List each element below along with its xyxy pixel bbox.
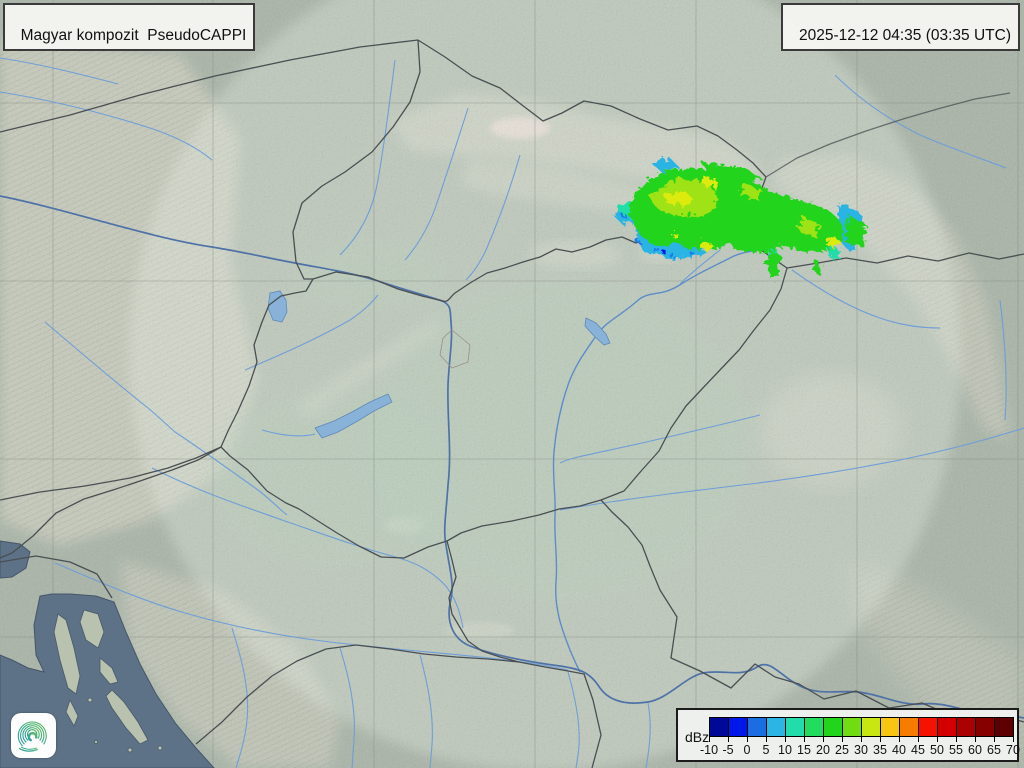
legend-tick-mark xyxy=(918,736,919,742)
legend-cell xyxy=(728,717,748,737)
legend-cell xyxy=(861,717,881,737)
legend-tick-mark xyxy=(709,736,710,742)
legend-tick-label: -5 xyxy=(722,743,734,757)
legend-tick-label: 25 xyxy=(835,743,849,757)
legend-tick-mark xyxy=(766,736,767,742)
hungaromet-logo xyxy=(11,713,56,758)
legend-tick-mark xyxy=(842,736,843,742)
legend-tick-mark xyxy=(975,736,976,742)
legend-tick-mark xyxy=(861,736,862,742)
legend-tick-mark xyxy=(823,736,824,742)
legend-tick-label: 10 xyxy=(778,743,792,757)
product-label-box: Magyar kompozit PseudoCAPPI xyxy=(3,3,256,51)
legend-tick-label: 45 xyxy=(911,743,925,757)
lakes xyxy=(267,290,611,439)
legend-tick-mark xyxy=(994,736,995,742)
lake-balaton xyxy=(314,393,393,439)
legend-tick-label: 5 xyxy=(762,743,770,757)
legend-cell xyxy=(956,717,976,737)
timestamp-box: 2025-12-12 04:35 (03:35 UTC) xyxy=(781,3,1020,51)
legend-tick-label: 50 xyxy=(930,743,944,757)
legend-tick-mark xyxy=(1013,736,1014,742)
legend-tick-label: 20 xyxy=(816,743,830,757)
legend-tick-mark xyxy=(747,736,748,742)
legend-cell xyxy=(804,717,824,737)
timestamp-label: 2025-12-12 04:35 (03:35 UTC) xyxy=(799,27,1011,45)
legend-cell xyxy=(975,717,995,737)
legend-tick-label: 70 xyxy=(1006,743,1020,757)
legend-tick-label: 65 xyxy=(987,743,1001,757)
legend-tick-mark xyxy=(728,736,729,742)
legend-cells xyxy=(709,717,1014,737)
radar-echoes xyxy=(610,156,864,278)
legend-tick-mark xyxy=(899,736,900,742)
legend-cell xyxy=(994,717,1014,737)
legend-cell xyxy=(709,717,729,737)
legend-cell xyxy=(747,717,767,737)
drava-river xyxy=(151,467,464,629)
legend-cell xyxy=(766,717,786,737)
legend-cell xyxy=(937,717,957,737)
legend-tick-mark xyxy=(804,736,805,742)
legend-tick-label: 0 xyxy=(743,743,751,757)
legend-tick-mark xyxy=(956,736,957,742)
legend-tick-mark xyxy=(880,736,881,742)
legend-cell xyxy=(918,717,938,737)
lake-neusiedl xyxy=(267,290,288,323)
legend-tick-label: -10 xyxy=(699,743,719,757)
product-label: Magyar kompozit PseudoCAPPI xyxy=(20,27,247,45)
spiral-vortex-icon xyxy=(17,721,47,752)
sava-river xyxy=(54,562,569,671)
vah-river xyxy=(404,107,469,261)
legend-unit-label: dBz xyxy=(685,729,710,745)
rivers xyxy=(0,57,1024,768)
country-borders xyxy=(0,39,1024,768)
lake-tisza xyxy=(584,317,611,346)
legend-cell xyxy=(823,717,843,737)
legend-tick-label: 15 xyxy=(797,743,811,757)
legend-tick-mark xyxy=(937,736,938,742)
legend-cell xyxy=(899,717,919,737)
legend-tick-label: 55 xyxy=(949,743,963,757)
legend-tick-label: 40 xyxy=(892,743,906,757)
adriatic-islands xyxy=(53,609,163,753)
legend-tick-label: 30 xyxy=(854,743,868,757)
legend-tick-label: 35 xyxy=(873,743,887,757)
legend-cell xyxy=(842,717,862,737)
hungary-border xyxy=(220,230,788,559)
legend-tick-mark xyxy=(785,736,786,742)
legend-cell xyxy=(785,717,805,737)
maros-river xyxy=(559,427,1024,511)
dbz-legend: dBz -10 -5 0 5 10 15 20 25 30 35 40 45 50 55 60 65 70 xyxy=(676,708,1020,762)
legend-cell xyxy=(880,717,900,737)
tisza-river xyxy=(552,239,791,673)
legend-tick-label: 60 xyxy=(968,743,982,757)
